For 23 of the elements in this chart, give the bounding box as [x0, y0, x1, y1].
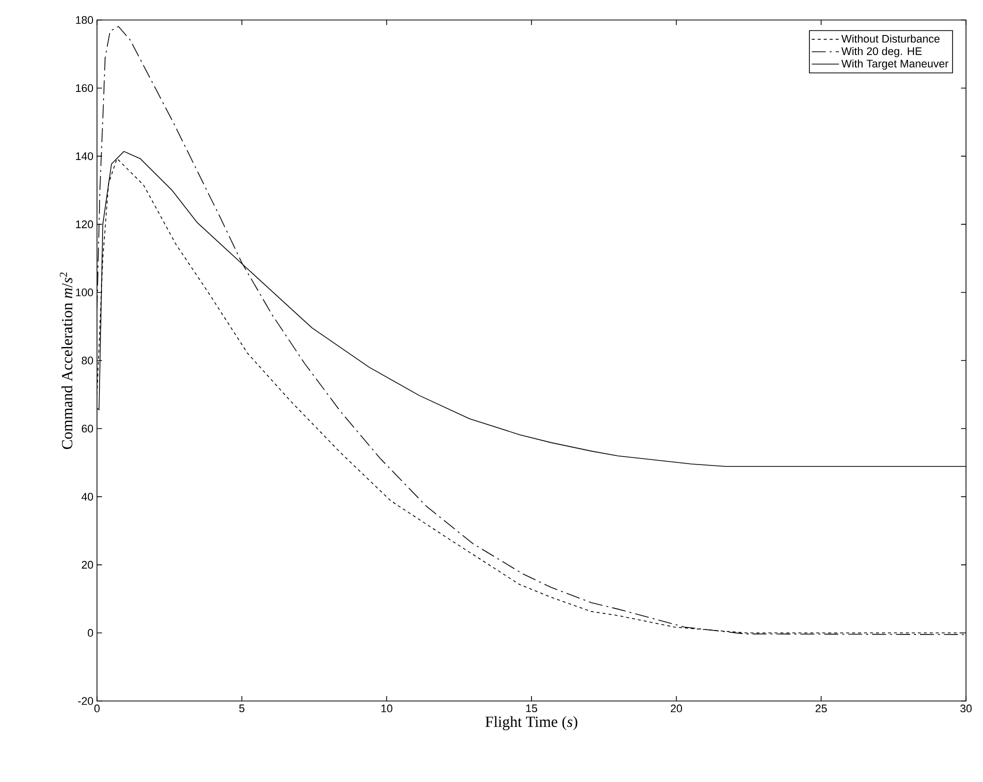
- x-axis-title: Flight Time (s): [485, 716, 578, 730]
- legend-label: With 20 deg. HE: [841, 47, 922, 58]
- x-tick-label: 10: [381, 704, 392, 712]
- x-tick-label: 15: [526, 704, 538, 712]
- y-tick-label: -20: [78, 697, 94, 705]
- x-tick-label: 0: [94, 704, 100, 712]
- y-tick-label: 180: [76, 16, 94, 24]
- x-tick-label: 30: [960, 704, 972, 712]
- y-tick-label: 0: [88, 629, 94, 637]
- x-tick-label: 20: [670, 704, 682, 712]
- y-tick-label: 120: [76, 220, 94, 228]
- y-tick-label: 40: [82, 492, 94, 501]
- x-tick-label: 5: [239, 704, 244, 712]
- y-axis-title: Command Acceleration m/s$^{2}$: [60, 272, 72, 450]
- x-tick-label: 25: [816, 704, 827, 712]
- y-tick-label: 20: [82, 560, 94, 569]
- legend-label: Without Disturbance: [841, 34, 940, 43]
- y-tick-label: 100: [76, 288, 94, 296]
- legend-label: With Target Maneuver: [841, 59, 948, 70]
- y-tick-label: 60: [82, 424, 94, 432]
- y-tick-label: 140: [76, 152, 94, 160]
- y-tick-label: 160: [76, 84, 94, 92]
- y-tick-label: 80: [82, 356, 94, 364]
